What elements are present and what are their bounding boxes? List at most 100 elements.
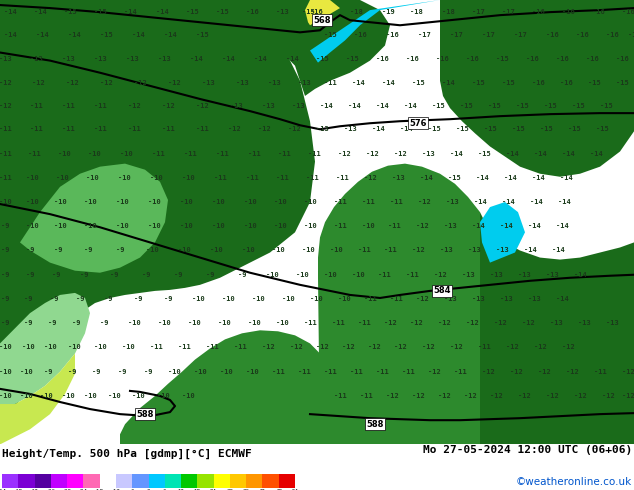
Text: -18: -18	[95, 489, 104, 490]
Text: -10: -10	[330, 247, 342, 253]
Text: -12: -12	[621, 393, 634, 399]
Text: -10: -10	[61, 393, 74, 399]
Text: -12: -12	[489, 393, 502, 399]
Text: -10: -10	[188, 320, 200, 326]
Text: -14: -14	[124, 9, 136, 15]
Polygon shape	[20, 164, 168, 273]
Text: 6: 6	[163, 489, 167, 490]
Text: ©weatheronline.co.uk: ©weatheronline.co.uk	[515, 477, 632, 487]
Text: -13: -13	[126, 55, 138, 62]
Text: -11: -11	[333, 199, 346, 205]
Text: -12: -12	[506, 344, 519, 350]
Text: -12: -12	[394, 150, 406, 156]
Text: -13: -13	[158, 55, 171, 62]
Text: -13: -13	[344, 126, 356, 132]
Text: -11: -11	[477, 344, 490, 350]
Text: -11: -11	[271, 368, 285, 375]
Text: -10: -10	[281, 296, 294, 302]
Text: -13: -13	[61, 55, 74, 62]
Text: -12: -12	[0, 80, 11, 86]
Text: -11: -11	[333, 393, 346, 399]
Text: -9: -9	[110, 272, 119, 278]
Text: -14: -14	[155, 9, 169, 15]
Text: -13: -13	[496, 247, 508, 253]
Text: -14: -14	[474, 199, 486, 205]
Text: 568: 568	[313, 16, 331, 24]
Text: -11: -11	[323, 80, 337, 86]
Text: -17: -17	[482, 32, 495, 38]
Text: -11: -11	[307, 150, 320, 156]
Text: 48: 48	[275, 489, 282, 490]
Text: -10: -10	[309, 296, 322, 302]
Text: -14: -14	[506, 150, 519, 156]
Text: -15: -15	[488, 103, 500, 109]
Text: -10: -10	[179, 223, 192, 229]
Text: -9: -9	[72, 320, 81, 326]
Text: -10: -10	[179, 199, 192, 205]
Text: -11: -11	[150, 344, 162, 350]
Text: -9: -9	[134, 296, 142, 302]
Text: -10: -10	[68, 344, 81, 350]
Text: -12: -12	[366, 150, 378, 156]
Text: -9: -9	[174, 272, 182, 278]
Text: -15: -15	[616, 80, 628, 86]
Text: -14: -14	[132, 32, 145, 38]
Text: -13: -13	[550, 320, 562, 326]
Text: -12: -12	[112, 489, 120, 490]
Text: -9: -9	[23, 296, 32, 302]
Text: -14: -14	[560, 175, 573, 181]
Text: -11: -11	[248, 150, 261, 156]
Text: -10: -10	[25, 199, 39, 205]
Text: -12: -12	[127, 103, 140, 109]
Text: -12: -12	[437, 320, 450, 326]
Bar	[214, 474, 230, 488]
Text: -10: -10	[243, 223, 256, 229]
Polygon shape	[480, 202, 525, 263]
Text: -15: -15	[496, 55, 508, 62]
Text: -11: -11	[387, 223, 401, 229]
Text: -17: -17	[450, 32, 462, 38]
Text: -11: -11	[306, 175, 318, 181]
Text: -10: -10	[56, 175, 68, 181]
Polygon shape	[0, 353, 75, 444]
Text: -14: -14	[558, 199, 571, 205]
Text: 0: 0	[146, 489, 150, 490]
Text: -14: -14	[442, 80, 455, 86]
Text: -10: -10	[20, 368, 32, 375]
Text: -12: -12	[418, 199, 430, 205]
Text: -12: -12	[410, 320, 422, 326]
Text: -10: -10	[86, 175, 98, 181]
Text: -12: -12	[368, 344, 380, 350]
Text: -10: -10	[222, 296, 235, 302]
Text: -12: -12	[364, 175, 377, 181]
Text: -16: -16	[436, 55, 448, 62]
Text: -15: -15	[63, 9, 76, 15]
Text: -10: -10	[127, 320, 140, 326]
Bar	[84, 474, 100, 488]
Text: -12: -12	[394, 344, 406, 350]
Text: -13: -13	[462, 272, 474, 278]
Text: -14: -14	[372, 126, 384, 132]
Bar	[230, 474, 246, 488]
Text: -10: -10	[302, 247, 314, 253]
Text: -10: -10	[115, 199, 128, 205]
Text: -54: -54	[0, 489, 6, 490]
Text: -14: -14	[320, 103, 332, 109]
Text: -11: -11	[152, 150, 164, 156]
Text: -12: -12	[290, 344, 302, 350]
Text: -13: -13	[268, 80, 280, 86]
Text: -12: -12	[602, 393, 614, 399]
Text: -14: -14	[527, 223, 540, 229]
Text: -11: -11	[375, 368, 389, 375]
Text: -11: -11	[333, 223, 346, 229]
Text: -12: -12	[262, 344, 275, 350]
Text: -15: -15	[196, 32, 209, 38]
Text: -9: -9	[142, 272, 150, 278]
Text: -10: -10	[243, 199, 256, 205]
Text: -9: -9	[75, 296, 84, 302]
Text: -9: -9	[164, 296, 172, 302]
Text: -48: -48	[14, 489, 23, 490]
Text: -13: -13	[422, 150, 434, 156]
Text: -11: -11	[378, 272, 391, 278]
Text: -13: -13	[0, 55, 11, 62]
